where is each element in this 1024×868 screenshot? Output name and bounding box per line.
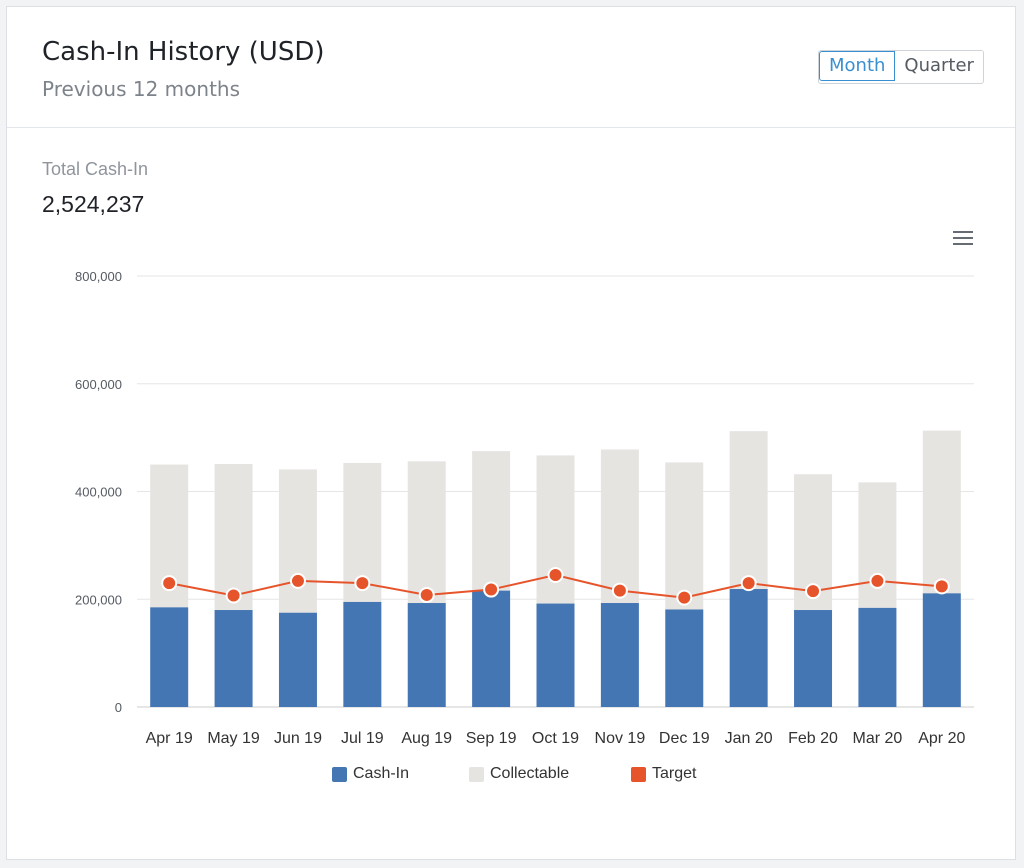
- y-tick-label: 400,000: [75, 485, 122, 500]
- legend-label: Cash-In: [353, 765, 410, 782]
- y-tick-label: 200,000: [75, 592, 122, 607]
- y-tick-label: 0: [115, 700, 122, 715]
- x-tick-label: Mar 20: [853, 730, 903, 747]
- total-cash-in-value: 2,524,237: [42, 191, 145, 217]
- legend-swatch-cash-in: [332, 766, 347, 782]
- x-tick-label: Aug 19: [401, 730, 452, 747]
- total-cash-in-label: Total Cash-In: [42, 159, 149, 179]
- bar-cash-in: [794, 610, 833, 707]
- bar-cash-in: [600, 603, 639, 707]
- x-tick-label: Jun 19: [274, 730, 322, 747]
- legend-label: Target: [652, 765, 697, 782]
- bar-collectable: [858, 482, 897, 608]
- x-tick-label: May 19: [207, 730, 260, 747]
- bar-cash-in: [278, 612, 317, 707]
- target-point: [483, 581, 500, 598]
- bar-cash-in: [665, 609, 704, 707]
- period-toggle: Month Quarter: [818, 50, 984, 84]
- card-header: Cash-In History (USD) Previous 12 months…: [7, 7, 1015, 128]
- page-subtitle: Previous 12 months: [42, 77, 241, 101]
- x-tick-label: Feb 20: [788, 730, 838, 747]
- page-title: Cash-In History (USD): [42, 37, 325, 67]
- x-tick-label: Oct 19: [532, 730, 579, 747]
- x-tick-label: Sep 19: [466, 730, 517, 747]
- x-tick-label: Apr 19: [146, 730, 193, 747]
- bar-cash-in: [343, 601, 382, 707]
- target-point: [740, 575, 757, 592]
- legend-item-target[interactable]: Target: [631, 765, 696, 783]
- target-point: [869, 572, 886, 589]
- x-tick-label: Dec 19: [659, 730, 710, 747]
- y-tick-label: 600,000: [75, 377, 122, 392]
- bar-collectable: [729, 431, 768, 590]
- target-point: [676, 589, 693, 606]
- bar-cash-in: [858, 607, 897, 707]
- x-tick-label: Jan 20: [725, 730, 773, 747]
- bar-collectable: [472, 451, 511, 591]
- x-tick-label: Jul 19: [341, 730, 384, 747]
- legend-item-collectable[interactable]: Collectable: [469, 765, 569, 783]
- bar-collectable: [407, 461, 446, 604]
- bar-collectable: [922, 430, 961, 594]
- y-tick-label: 800,000: [75, 269, 122, 284]
- target-point: [933, 578, 950, 595]
- x-tick-label: Nov 19: [595, 730, 646, 747]
- hamburger-menu-icon[interactable]: [951, 229, 975, 247]
- target-point: [805, 583, 822, 600]
- target-point: [547, 567, 564, 584]
- quarter-button[interactable]: Quarter: [895, 51, 983, 81]
- bar-cash-in: [472, 590, 511, 707]
- legend-item-cash-in[interactable]: Cash-In: [332, 765, 409, 783]
- bar-collectable: [600, 449, 639, 604]
- target-point: [611, 582, 628, 599]
- bar-collectable: [214, 464, 253, 611]
- chart-svg: 0 200,000 400,000 600,000 800,000 Apr 19 May 1…: [75, 269, 974, 747]
- legend-swatch-collectable: [469, 766, 484, 782]
- bar-cash-in: [150, 607, 189, 707]
- bar-collectable: [665, 462, 704, 610]
- target-point: [225, 587, 242, 604]
- x-tick-label: Apr 20: [918, 730, 965, 747]
- bar-cash-in: [536, 603, 575, 707]
- legend-label: Collectable: [490, 765, 570, 782]
- legend-swatch-target: [631, 766, 646, 782]
- target-point: [418, 586, 435, 603]
- chart-card: Cash-In History (USD) Previous 12 months…: [6, 6, 1016, 860]
- bar-cash-in: [214, 610, 253, 707]
- month-button[interactable]: Month: [819, 51, 896, 81]
- bar-cash-in: [922, 593, 961, 707]
- bar-collectable: [278, 469, 317, 613]
- chart-legend: Cash-In Collectable Target: [7, 765, 1017, 789]
- target-point: [161, 575, 178, 592]
- target-point: [289, 572, 306, 589]
- bar-cash-in: [407, 603, 446, 707]
- target-point: [354, 575, 371, 592]
- bar-cash-in: [729, 589, 768, 707]
